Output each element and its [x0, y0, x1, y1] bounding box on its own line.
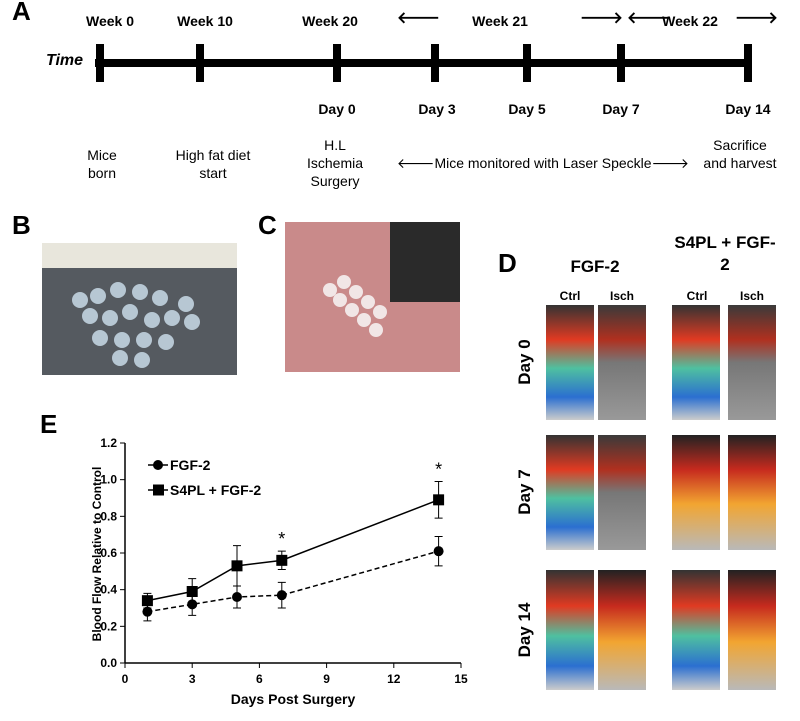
x-axis-title: Days Post Surgery	[230, 691, 356, 707]
panel-label: A	[12, 0, 31, 26]
fur	[390, 222, 460, 302]
y-tick-label: 0.8	[100, 509, 117, 523]
column-label: Ctrl	[686, 289, 708, 303]
panel-label: D	[498, 248, 517, 278]
arrow: 🡐	[396, 155, 435, 171]
marker	[231, 560, 243, 572]
column-label: Ctrl	[559, 289, 581, 303]
svg-text:🡒: 🡒	[580, 10, 623, 27]
marker	[433, 546, 444, 557]
week-label: Week 21	[472, 13, 528, 29]
svg-text:🡐: 🡐	[397, 10, 440, 27]
column-label: Isch	[739, 289, 764, 303]
marker	[141, 595, 153, 607]
event: H.L Ischemia Surgery	[306, 137, 364, 189]
marker	[186, 586, 198, 597]
axis-label: Time	[46, 52, 84, 69]
x-tick-label: 12	[387, 672, 401, 686]
ruler	[42, 243, 237, 268]
y-tick-label: 0.2	[100, 619, 117, 633]
x-tick-label: 9	[323, 672, 330, 686]
svg-text:🡐: 🡐	[627, 10, 670, 27]
week-label: Week 0	[86, 13, 134, 29]
marker	[276, 554, 288, 566]
y-tick-label: 0.4	[100, 583, 117, 597]
timeline-ticks	[96, 44, 752, 82]
y-axis-title: Blood Flow Relative to Control	[90, 466, 104, 642]
legend-label: S4PL + FGF-2	[170, 482, 261, 498]
marker	[232, 592, 242, 602]
week-label: Week 10	[177, 13, 233, 29]
x-tick-label: 6	[256, 672, 263, 686]
panel-label: C	[258, 210, 277, 240]
svg-text:🡒: 🡒	[735, 10, 778, 27]
day-label: Day 5	[508, 101, 546, 117]
row-label: Day 7	[515, 469, 534, 515]
y-tick-label: 0.0	[100, 656, 117, 670]
day-label: Day 3	[418, 101, 456, 117]
event-text: Mice monitored with Laser Speckle	[434, 155, 652, 171]
y-tick-label: 1.2	[100, 436, 117, 450]
line-chart: 0.0 0.2 0.4 0.6 0.8 1.0 1.2 0 3 6 9 12 15 FGF-2 S4PL +…	[100, 436, 468, 686]
column-label: Isch	[609, 289, 634, 303]
legend-label: FGF-2	[170, 457, 211, 473]
implanted-beads	[323, 275, 387, 337]
event: High fat diet start	[175, 147, 251, 181]
x-tick-label: 0	[122, 672, 129, 686]
panel-label: E	[40, 409, 58, 439]
event: Sacrifice and harvest	[703, 137, 777, 171]
row-label: Day 14	[515, 602, 534, 658]
day-label: Day 0	[318, 101, 356, 117]
period-arrows: 🡐 🡒 🡐 🡒	[397, 10, 778, 27]
event: 🡐Mice monitored with Laser Speckle🡒	[393, 154, 693, 172]
arrow: 🡒	[651, 155, 690, 171]
x-tick-label: 3	[189, 672, 196, 686]
annotation: *	[278, 529, 285, 549]
day-label: Day 7	[602, 101, 640, 117]
week-label: Week 22	[662, 13, 718, 29]
beads	[72, 282, 200, 368]
row-label: Day 0	[515, 339, 534, 385]
laser-speckle-images	[546, 305, 776, 690]
y-tick-label: 0.6	[100, 546, 117, 560]
marker	[433, 494, 445, 506]
x-tick-label: 15	[454, 672, 468, 686]
group-label: FGF-2	[570, 257, 620, 276]
week-label: Week 20	[302, 13, 358, 29]
group-label: S4PL + FGF-2	[674, 233, 776, 274]
legend-marker	[153, 460, 163, 470]
legend-marker	[153, 484, 164, 496]
series-line	[147, 499, 439, 602]
marker	[142, 606, 153, 617]
y-tick-label: 1.0	[100, 473, 117, 487]
event: Mice born	[87, 147, 117, 181]
annotation: *	[435, 460, 442, 480]
day-label: Day 14	[725, 101, 771, 117]
panel-label: B	[12, 210, 31, 240]
marker	[276, 590, 287, 601]
